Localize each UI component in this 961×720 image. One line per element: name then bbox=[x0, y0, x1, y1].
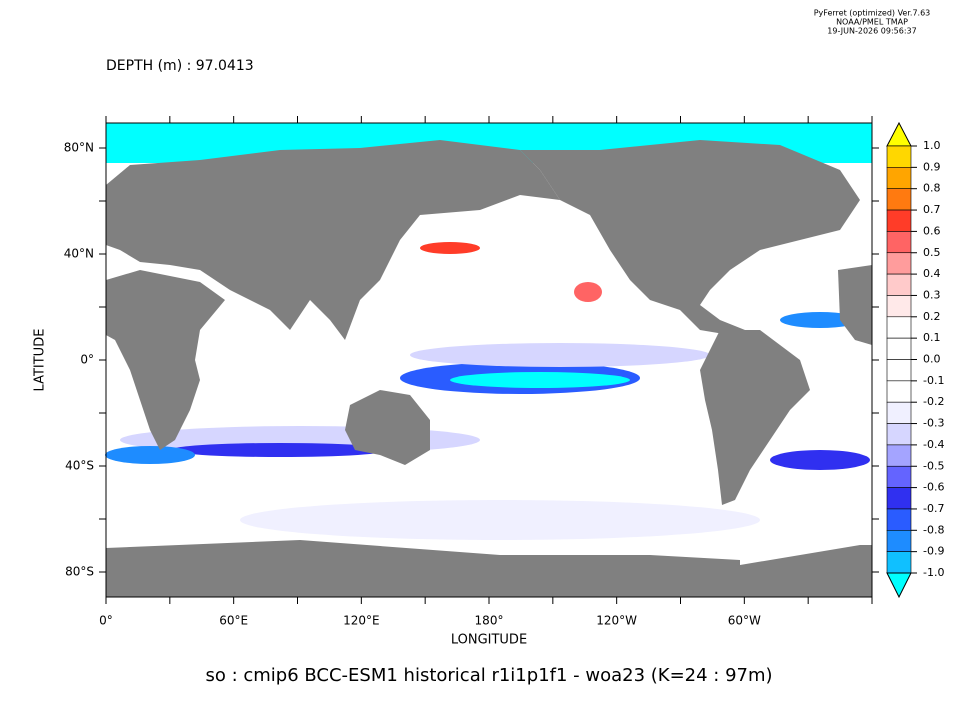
header-line: PyFerret (optimized) Ver.7.63 bbox=[814, 9, 931, 18]
depth-label: DEPTH (m) : 97.0413 bbox=[106, 58, 254, 74]
colorbar-label: 0.7 bbox=[923, 203, 941, 216]
x-tick-label: 180° bbox=[475, 614, 504, 628]
y-tick-label: 40°N bbox=[64, 247, 94, 261]
colorbar-label: 0.8 bbox=[923, 182, 941, 195]
x-tick-label: 0° bbox=[99, 614, 113, 628]
colorbar-bin bbox=[886, 380, 912, 403]
colorbar-label: -0.2 bbox=[923, 395, 944, 408]
x-axis-label: LONGITUDE bbox=[451, 633, 527, 648]
colorbar-bin bbox=[886, 487, 912, 510]
colorbar-label: 0.4 bbox=[923, 267, 941, 280]
colorbar-label: -0.9 bbox=[923, 545, 944, 558]
header-line: 19-JUN-2026 09:56:37 bbox=[827, 27, 916, 36]
x-tick-label: 120°E bbox=[343, 614, 380, 628]
anomaly bbox=[410, 343, 710, 367]
colorbar-bin bbox=[886, 295, 912, 318]
colorbar-label: -0.4 bbox=[923, 438, 944, 451]
axes: 0° 60°E 120°E 180° 120°W 60°W 80°N 40°N 0° 40°S 80… bbox=[64, 116, 879, 628]
colorbar-label: -1.0 bbox=[923, 566, 944, 579]
colorbar-bin bbox=[886, 401, 912, 424]
colorbar-over bbox=[886, 121, 912, 147]
colorbar-label: 1.0 bbox=[923, 139, 941, 152]
x-tick-label: 60°E bbox=[219, 614, 248, 628]
land bbox=[106, 140, 560, 340]
colorbar-bin bbox=[886, 359, 912, 382]
anomaly bbox=[240, 500, 760, 540]
y-tick-label: 40°S bbox=[65, 459, 94, 473]
land bbox=[345, 390, 430, 465]
land bbox=[106, 540, 872, 597]
colorbar-bin bbox=[886, 252, 912, 275]
colorbar-bin bbox=[886, 231, 912, 254]
anomaly bbox=[770, 450, 870, 470]
colorbar-label: 0.3 bbox=[923, 288, 941, 301]
colorbar-label: 0.0 bbox=[923, 353, 941, 366]
colorbar-bin bbox=[886, 188, 912, 211]
colorbar-bin bbox=[886, 145, 912, 168]
land bbox=[700, 330, 810, 505]
header-line: NOAA/PMEL TMAP bbox=[836, 18, 908, 27]
colorbar-label: 0.6 bbox=[923, 224, 941, 237]
x-tick-label: 120°W bbox=[596, 614, 637, 628]
colorbar-bin bbox=[886, 423, 912, 446]
colorbar-label: 0.1 bbox=[923, 331, 941, 344]
colorbar-label: 0.5 bbox=[923, 246, 941, 259]
colorbar-label: 0.9 bbox=[923, 160, 941, 173]
colorbar-bin bbox=[886, 273, 912, 296]
colorbar-bin bbox=[886, 465, 912, 488]
y-tick-label: 80°S bbox=[65, 565, 94, 579]
x-tick-label: 60°W bbox=[728, 614, 761, 628]
y-axis-label: LATITUDE bbox=[33, 329, 48, 392]
y-tick-label: 80°N bbox=[64, 141, 94, 155]
colorbar-bin bbox=[886, 444, 912, 467]
caption: so : cmip6 BCC-ESM1 historical r1i1p1f1 … bbox=[205, 665, 772, 686]
colorbar-bin bbox=[886, 508, 912, 531]
anomaly bbox=[170, 443, 390, 457]
land bbox=[520, 140, 860, 335]
anomaly bbox=[574, 282, 602, 302]
anomaly bbox=[105, 446, 195, 464]
colorbar-label: -0.3 bbox=[923, 417, 944, 430]
colorbar-bin bbox=[886, 209, 912, 232]
colorbar: 1.0 0.9 0.8 0.7 0.6 0.5 0.4 0.3 0.2 0.1 0.0 -0.1 -0.… bbox=[886, 121, 944, 599]
land bbox=[106, 270, 225, 450]
colorbar-bin bbox=[886, 337, 912, 360]
header: PyFerret (optimized) Ver.7.63 NOAA/PMEL … bbox=[814, 9, 931, 36]
colorbar-under bbox=[886, 572, 912, 599]
colorbar-bin bbox=[886, 551, 912, 574]
colorbar-bin bbox=[886, 167, 912, 190]
colorbar-label: -0.7 bbox=[923, 502, 944, 515]
y-tick-label: 0° bbox=[80, 353, 94, 367]
colorbar-label: -0.5 bbox=[923, 459, 944, 472]
colorbar-label: -0.8 bbox=[923, 523, 944, 536]
colorbar-label: -0.6 bbox=[923, 481, 944, 494]
colorbar-label: -0.1 bbox=[923, 374, 944, 387]
colorbar-bin bbox=[886, 529, 912, 552]
colorbar-bin bbox=[886, 316, 912, 339]
map bbox=[105, 122, 873, 598]
land bbox=[838, 265, 872, 345]
anomaly bbox=[450, 372, 630, 388]
colorbar-label: 0.2 bbox=[923, 310, 941, 323]
anomaly bbox=[420, 242, 480, 254]
